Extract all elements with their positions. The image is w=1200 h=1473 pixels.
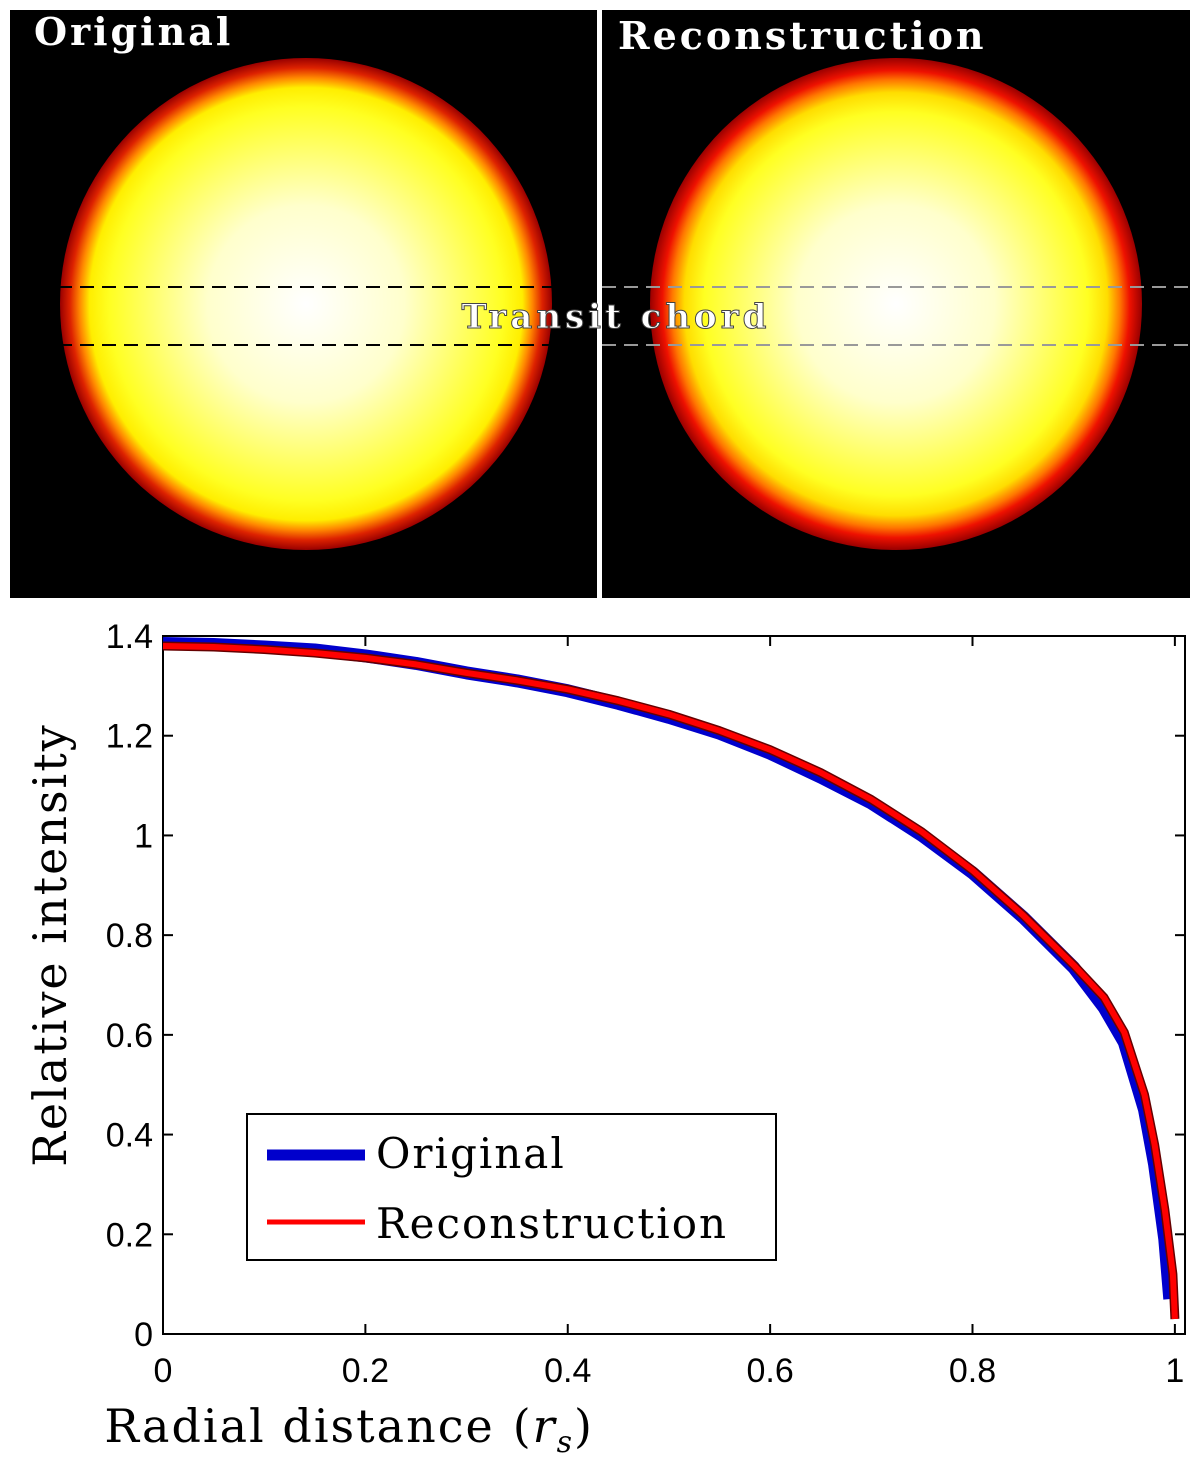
x-axis-label-paren-close: )	[574, 1399, 594, 1453]
x-axis-label-subscript: s	[557, 1425, 574, 1460]
x-axis-label: Radial distance (rs)	[104, 1399, 594, 1460]
legend-label-original: Original	[376, 1129, 566, 1178]
x-axis-label-symbol: r	[533, 1399, 558, 1453]
original-star-disk	[60, 58, 552, 550]
y-tick-label: 1.4	[106, 618, 153, 656]
transit-chord-label: Transit chord	[462, 297, 771, 337]
series-line-reconstruction	[162, 643, 1178, 1320]
intensity-chart: 0 0.2 0.4 0.6 0.8 1 0 0.2 0.4 0.6 0.8 1 1.2 1.4 Radia…	[23, 618, 1186, 1460]
legend: Original Reconstruction	[246, 1113, 777, 1261]
x-tick-label: 1	[1165, 1352, 1184, 1390]
series-layer	[162, 637, 1180, 1320]
y-tick-label: 0.8	[106, 917, 153, 955]
y-axis-label: Relative intensity	[23, 723, 77, 1167]
x-tick-label: 0.6	[746, 1352, 793, 1390]
reconstruction-star-disk	[650, 58, 1142, 550]
legend-box	[246, 1113, 777, 1261]
y-tick-label: 0.4	[106, 1117, 153, 1155]
reconstruction-panel-title: Reconstruction	[618, 13, 987, 58]
y-tick-label: 0	[134, 1316, 153, 1354]
x-tick-label: 0	[154, 1352, 173, 1390]
image-panels: Original Reconstruction Transit chord	[10, 9, 1190, 598]
x-axis-label-text: Radial distance	[104, 1399, 494, 1453]
x-tick-label: 0.4	[544, 1352, 591, 1390]
panel-divider	[597, 10, 601, 598]
x-tick-label: 0.2	[342, 1352, 389, 1390]
y-tick-label: 1.2	[106, 718, 153, 756]
legend-label-reconstruction: Reconstruction	[376, 1199, 728, 1248]
axis-ticks: 0 0.2 0.4 0.6 0.8 1 0 0.2 0.4 0.6 0.8 1 1.2 1.4	[106, 618, 1185, 1390]
x-axis-label-paren-open: (	[513, 1399, 533, 1453]
y-tick-label: 0.2	[106, 1216, 153, 1254]
y-tick-label: 1	[134, 817, 153, 855]
y-tick-label: 0.6	[106, 1017, 153, 1055]
x-tick-label: 0.8	[949, 1352, 996, 1390]
original-panel-title: Original	[34, 9, 233, 54]
